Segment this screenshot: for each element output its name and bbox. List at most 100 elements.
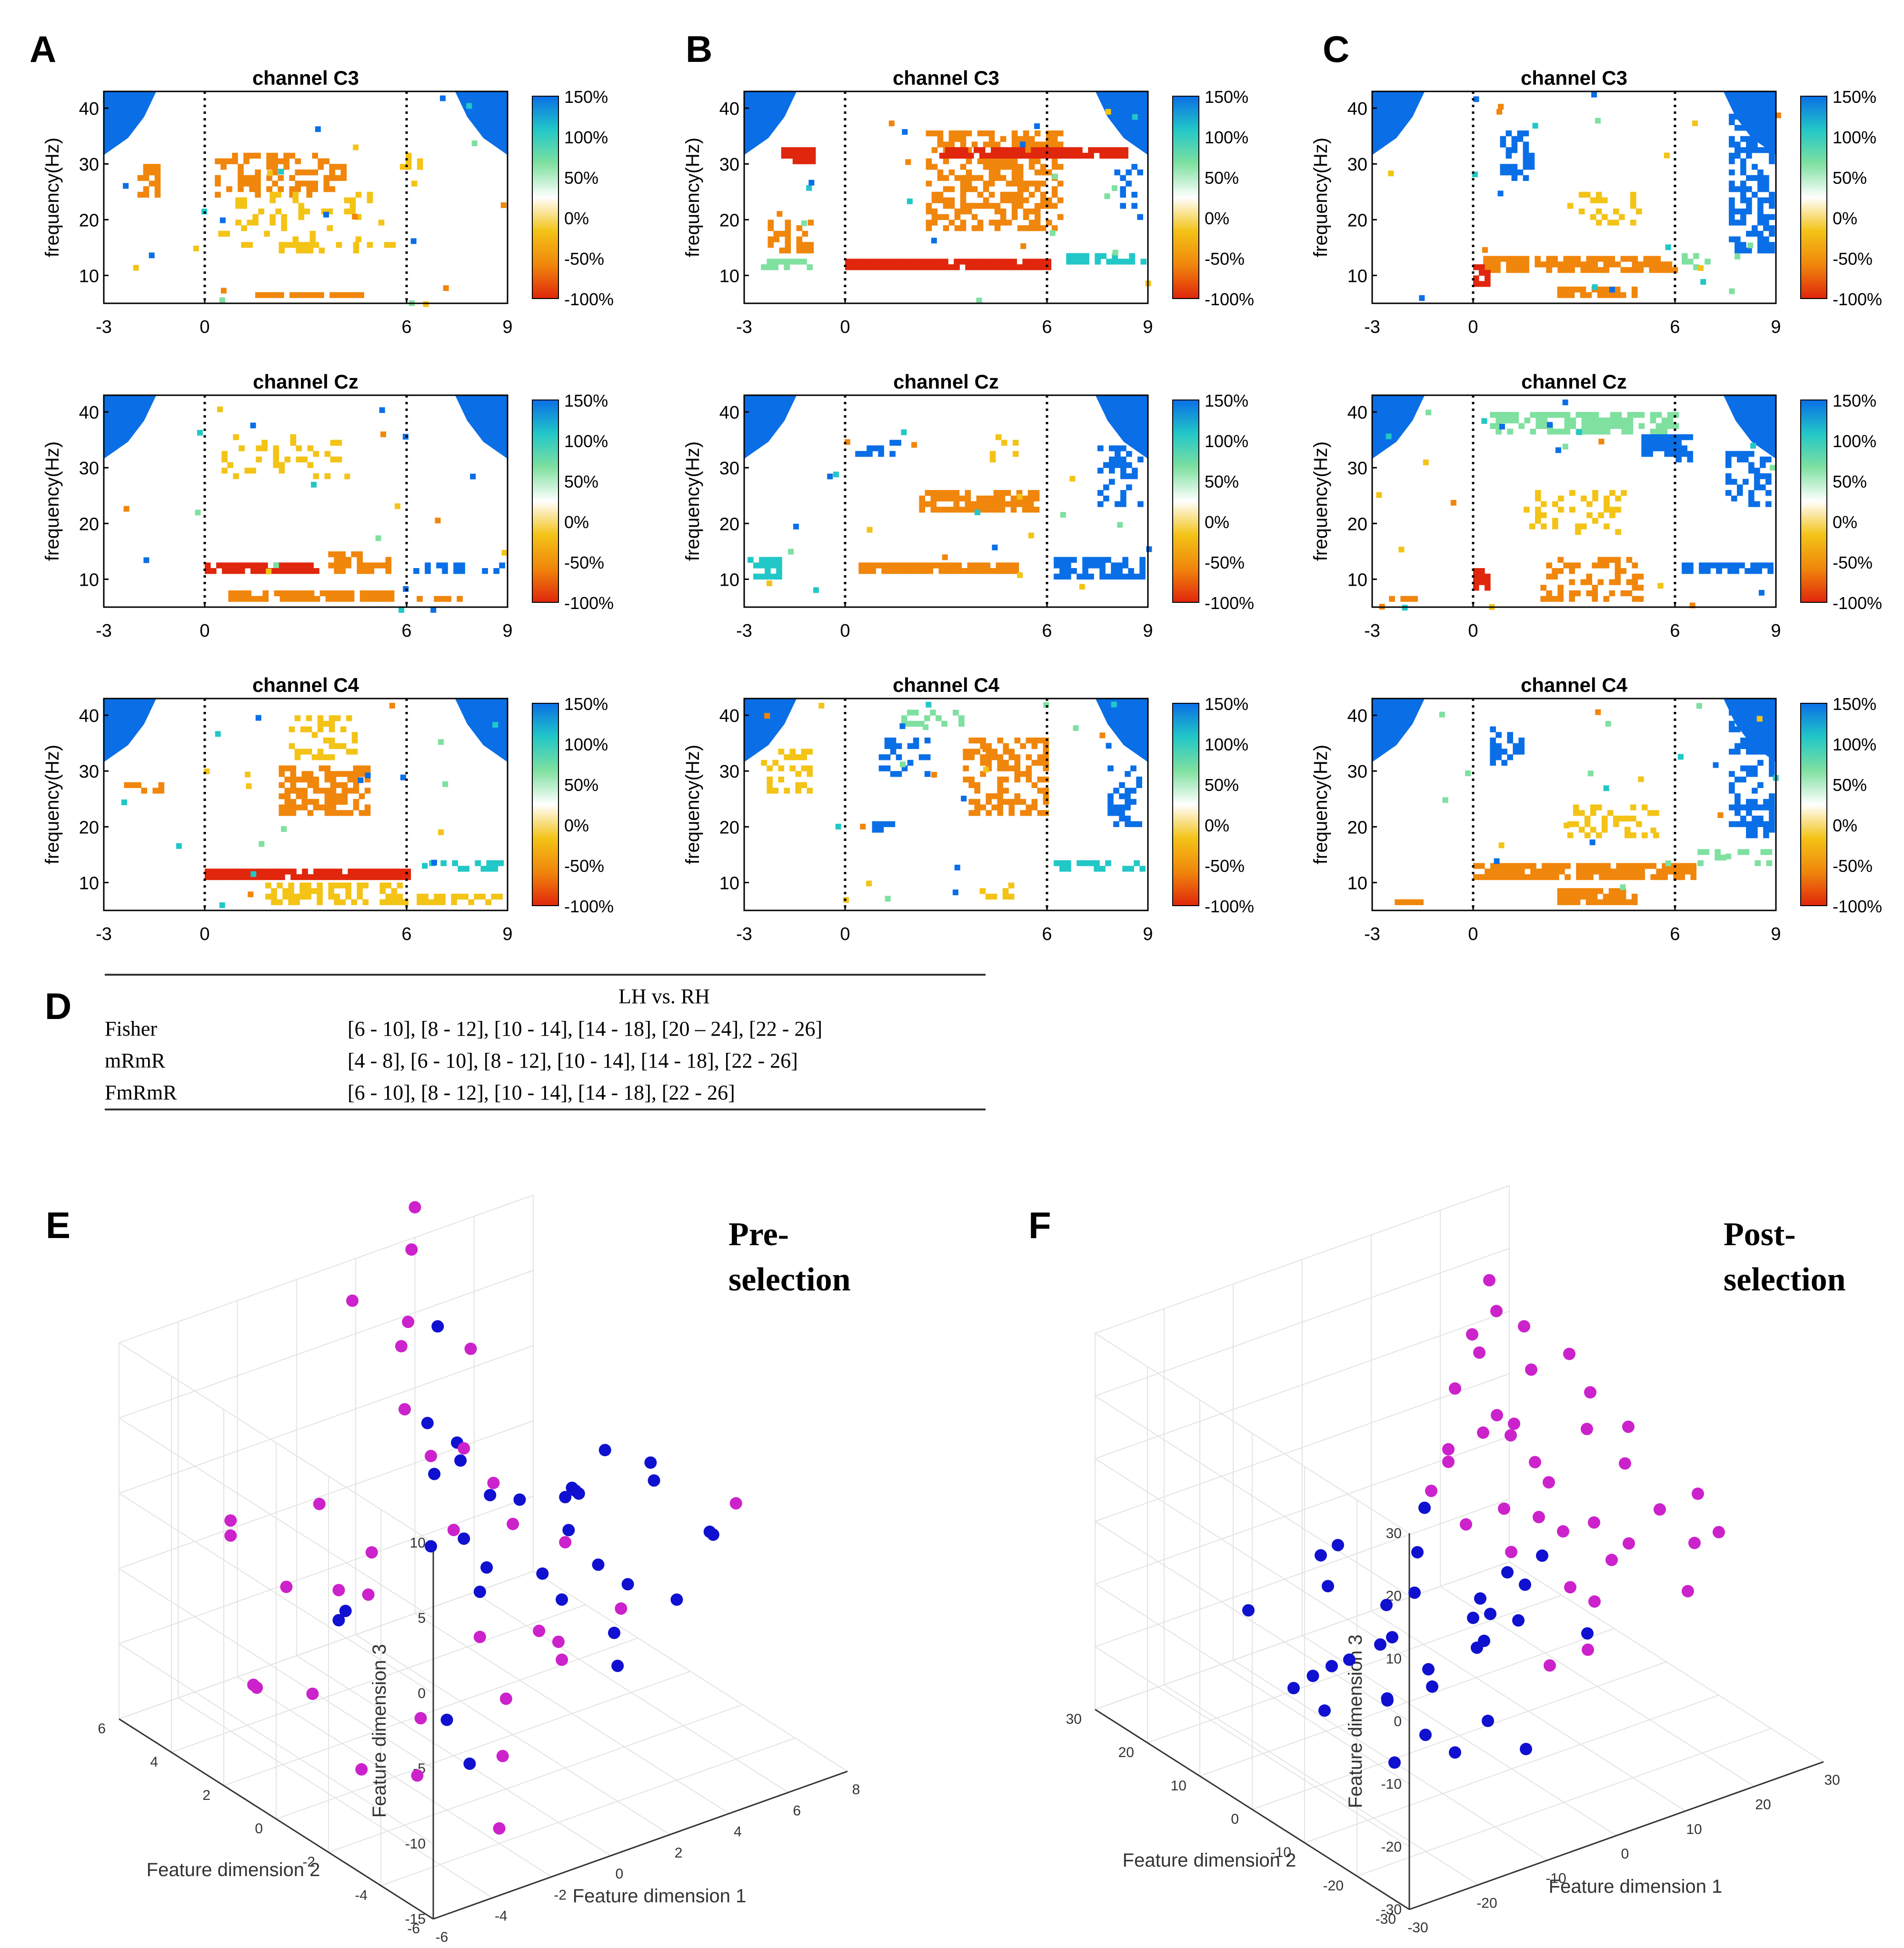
heatmap-cell (767, 776, 773, 783)
colorbar-tick-label: 150% (1833, 87, 1876, 107)
heatmap-cell (1739, 562, 1745, 569)
heatmap-cell (1528, 158, 1535, 164)
heatmap-cell (1002, 147, 1008, 153)
heatmap-cell (308, 562, 314, 569)
heatmap-cell (1740, 776, 1746, 783)
heatmap-cell (1495, 256, 1501, 262)
heatmap-cell (1039, 264, 1046, 270)
heatmap-cell (1752, 832, 1758, 839)
heatmap-cell (243, 152, 249, 159)
heatmap-cell (1557, 292, 1564, 298)
point-class-1 (608, 1627, 620, 1639)
heatmap-cell (328, 882, 334, 889)
heatmap-cell (971, 259, 977, 265)
heatmap-cell (1485, 573, 1491, 580)
heatmap-cell (1564, 822, 1570, 829)
heatmap-cell (279, 562, 285, 569)
point-class-2 (1588, 1595, 1601, 1608)
heatmap-cell (1757, 169, 1764, 176)
heatmap-cell (349, 208, 356, 215)
heatmap-cell (916, 568, 922, 574)
heatmap-cell (324, 793, 331, 799)
heatmap-cell (930, 490, 937, 496)
heatmap-cell (329, 715, 335, 721)
heatmap-cell (1563, 292, 1569, 298)
heatmap-cell (288, 888, 294, 894)
heatmap-cell (1589, 839, 1595, 846)
heatmap-cell (862, 264, 868, 270)
heatmap-cell (765, 557, 771, 563)
heatmap-cell (1099, 568, 1106, 574)
heatmap-cell (1126, 484, 1132, 490)
heatmap-cell (994, 259, 1000, 265)
heatmap-cell (1752, 771, 1758, 777)
heatmap-cell (1639, 869, 1645, 875)
heatmap-cell (334, 568, 340, 574)
heatmap-cell (323, 175, 330, 181)
heatmap-cell (238, 186, 244, 192)
heatmap-cell (1584, 191, 1591, 198)
heatmap-cell (340, 175, 347, 181)
heatmap-cell (1752, 175, 1758, 181)
heatmap-cell (986, 810, 992, 816)
heatmap-cell (890, 749, 897, 755)
point-class-2 (1505, 1546, 1517, 1558)
y-tick-label: 10 (719, 873, 739, 893)
heatmap-cell (1643, 261, 1650, 268)
heatmap-cell (1597, 557, 1604, 563)
heatmap-cell (1615, 417, 1622, 424)
heatmap-cell (1552, 501, 1558, 507)
heatmap-cell (1757, 208, 1764, 215)
heatmap-cell (926, 225, 932, 231)
heatmap-cell (313, 451, 319, 457)
heatmap-cell (318, 292, 324, 298)
heatmap-cell (1562, 443, 1568, 450)
heatmap-cell (954, 264, 960, 270)
heatmap-cell (938, 568, 945, 574)
heatmap-cell (340, 164, 347, 170)
heatmap-cell (1465, 770, 1471, 777)
heatmap-cell (255, 169, 261, 176)
heatmap-cell (1765, 490, 1772, 496)
heatmap-cell (255, 191, 261, 198)
heatmap-cell (1740, 136, 1746, 142)
heatmap-cell (1593, 429, 1599, 435)
heatmap-cell (1033, 495, 1040, 502)
heatmap-cell (1541, 423, 1548, 429)
heatmap-cell (1607, 220, 1614, 226)
heatmap-cell (961, 568, 968, 574)
heatmap-cell (1134, 860, 1140, 866)
x-tick-label: 0 (840, 621, 850, 641)
heatmap-cell (341, 782, 348, 788)
heatmap-cell (1107, 804, 1114, 810)
heatmap-cell (1605, 869, 1611, 875)
x-tick-label: 6 (1670, 924, 1680, 944)
heatmap-cell (345, 882, 351, 889)
grid-line (119, 1571, 534, 1719)
point-class-2 (1518, 1320, 1530, 1333)
heatmap-cell (974, 804, 980, 810)
heatmap-cell (1028, 191, 1035, 198)
heatmap-cell (340, 726, 347, 732)
heatmap-cell (273, 451, 279, 457)
heatmap-cell (1639, 874, 1645, 880)
heatmap-cell (382, 869, 389, 875)
heatmap-cell (491, 416, 497, 422)
heatmap-cell (1763, 821, 1769, 827)
point-class-1 (1386, 1631, 1398, 1644)
heatmap-cell (965, 490, 971, 496)
heatmap-cell (1760, 484, 1766, 490)
z-tick-label: -10 (1381, 1777, 1402, 1792)
heatmap-cell (982, 746, 988, 752)
scatter-title-line-1: Post- (1724, 1216, 1796, 1253)
heatmap-cell (342, 874, 348, 880)
heatmap-cell (1111, 573, 1117, 580)
heatmap-cell (792, 152, 799, 159)
heatmap-cell (913, 743, 919, 749)
heatmap-cell (1675, 451, 1682, 457)
heatmap-cell (948, 186, 955, 192)
heatmap-cell (345, 562, 351, 569)
heatmap-cell (1615, 261, 1621, 268)
point-class-1 (1326, 1660, 1338, 1672)
heatmap-cell (1581, 495, 1587, 502)
